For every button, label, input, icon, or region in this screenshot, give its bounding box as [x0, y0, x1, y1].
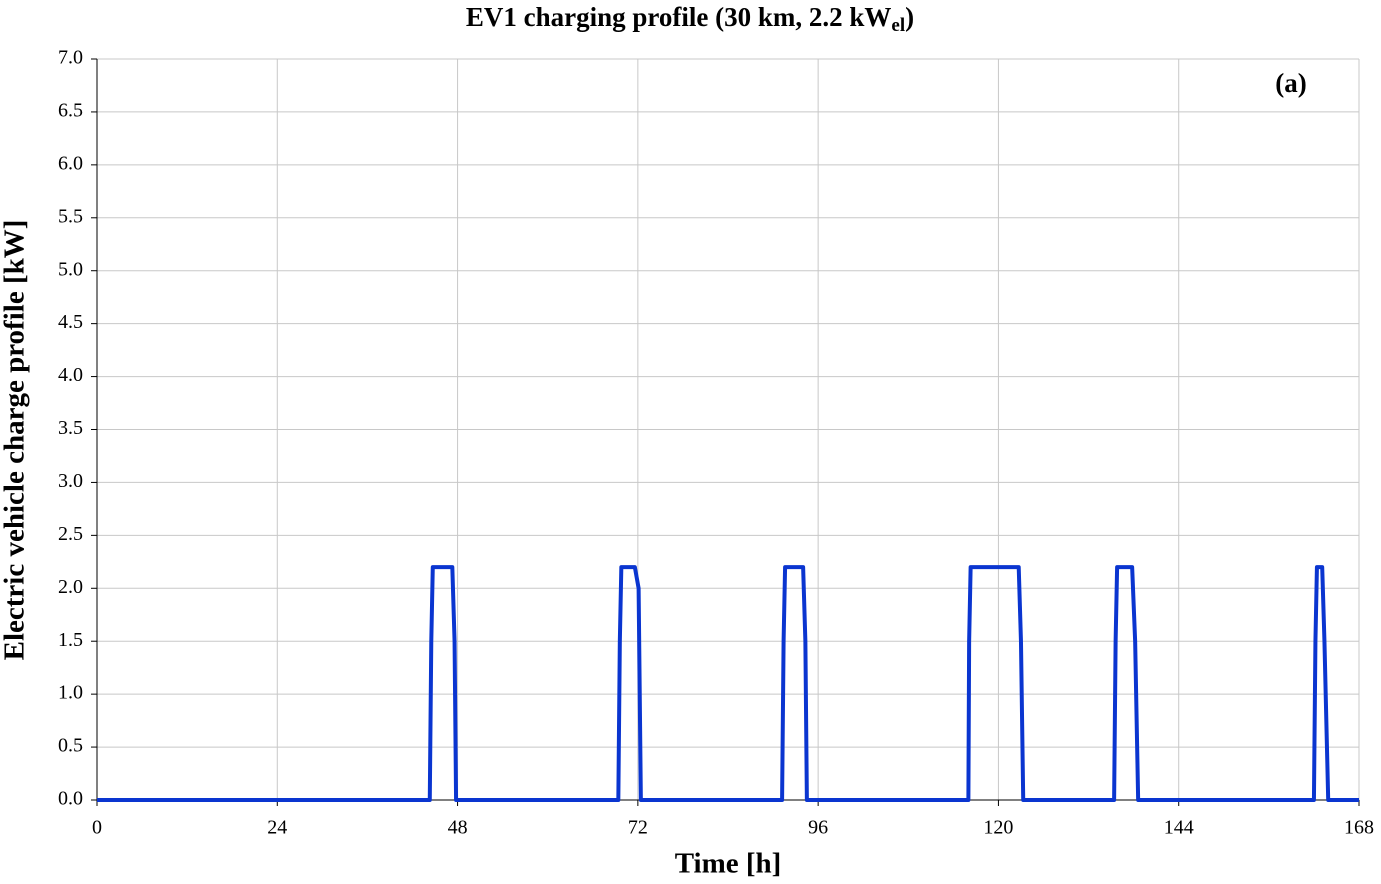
y-tick-label: 0.0 — [58, 788, 83, 810]
x-tick-label: 48 — [448, 817, 468, 839]
y-tick-label: 4.0 — [58, 364, 83, 386]
y-tick-label: 6.5 — [58, 100, 83, 122]
y-tick-label: 3.0 — [58, 470, 83, 492]
chart-title: EV1 charging profile (30 km, 2.2 kWel) — [466, 2, 914, 36]
x-axis-title: Time [h] — [675, 848, 782, 880]
x-tick-label: 96 — [808, 817, 828, 839]
y-tick-label: 4.5 — [58, 311, 83, 333]
y-axis-title: Electric vehicle charge profile [kW] — [0, 220, 31, 661]
title-main: EV1 charging profile (30 km, 2.2 kW — [466, 2, 892, 32]
x-tick-label: 120 — [983, 817, 1013, 839]
y-tick-label: 7.0 — [58, 47, 83, 69]
y-tick-label: 1.0 — [58, 682, 83, 704]
title-end: ) — [905, 2, 914, 32]
y-tick-label: 1.5 — [58, 629, 83, 651]
x-tick-label: 72 — [628, 817, 648, 839]
x-tick-label: 168 — [1344, 817, 1374, 839]
y-tick-label: 0.5 — [58, 735, 83, 757]
y-tick-label: 3.5 — [58, 417, 83, 439]
x-tick-label: 24 — [267, 817, 287, 839]
annotation-box — [1254, 62, 1328, 110]
y-tick-label: 2.5 — [58, 523, 83, 545]
y-tick-label: 5.5 — [58, 205, 83, 227]
y-tick-label: 5.0 — [58, 258, 83, 280]
y-tick-label: 2.0 — [58, 576, 83, 598]
x-tick-label: 0 — [92, 817, 102, 839]
data-line — [97, 565, 1359, 802]
x-tick-label: 144 — [1164, 817, 1194, 839]
title-subscript: el — [891, 15, 905, 36]
y-tick-label: 6.0 — [58, 152, 83, 174]
annotation: (a) — [1275, 68, 1306, 98]
